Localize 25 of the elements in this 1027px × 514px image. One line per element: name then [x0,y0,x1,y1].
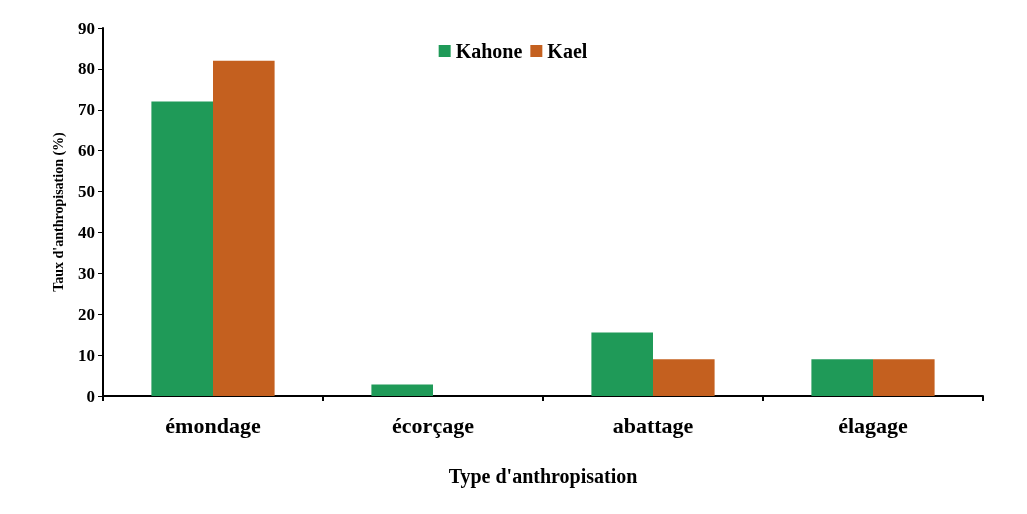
y-tick-label: 0 [86,386,95,406]
bar [591,332,653,396]
y-tick-label: 90 [78,18,95,38]
x-tick-label: abattage [612,412,694,438]
x-tick-label: émondage [165,412,261,438]
legend-label: Kael [547,40,588,62]
x-tick-label: élagage [838,412,909,438]
bar [811,359,873,396]
legend-label: Kahone [455,40,523,62]
y-axis-title: Taux d'anthropisation (%) [50,131,67,292]
bar [653,359,715,396]
y-tick-label: 30 [78,263,95,283]
bar [873,359,935,396]
bar [151,101,213,396]
y-tick-label: 80 [78,59,95,79]
x-tick-label: écorçage [392,412,475,438]
bar [213,60,275,396]
x-axis-title: Type d'anthropisation [448,465,638,488]
y-tick-label: 70 [78,100,95,120]
y-tick-label: 10 [78,345,95,365]
y-tick-label: 60 [78,141,95,161]
y-tick-label: 40 [78,222,95,242]
y-tick-label: 20 [78,304,95,324]
y-tick-label: 50 [78,182,95,202]
bar [371,384,433,396]
